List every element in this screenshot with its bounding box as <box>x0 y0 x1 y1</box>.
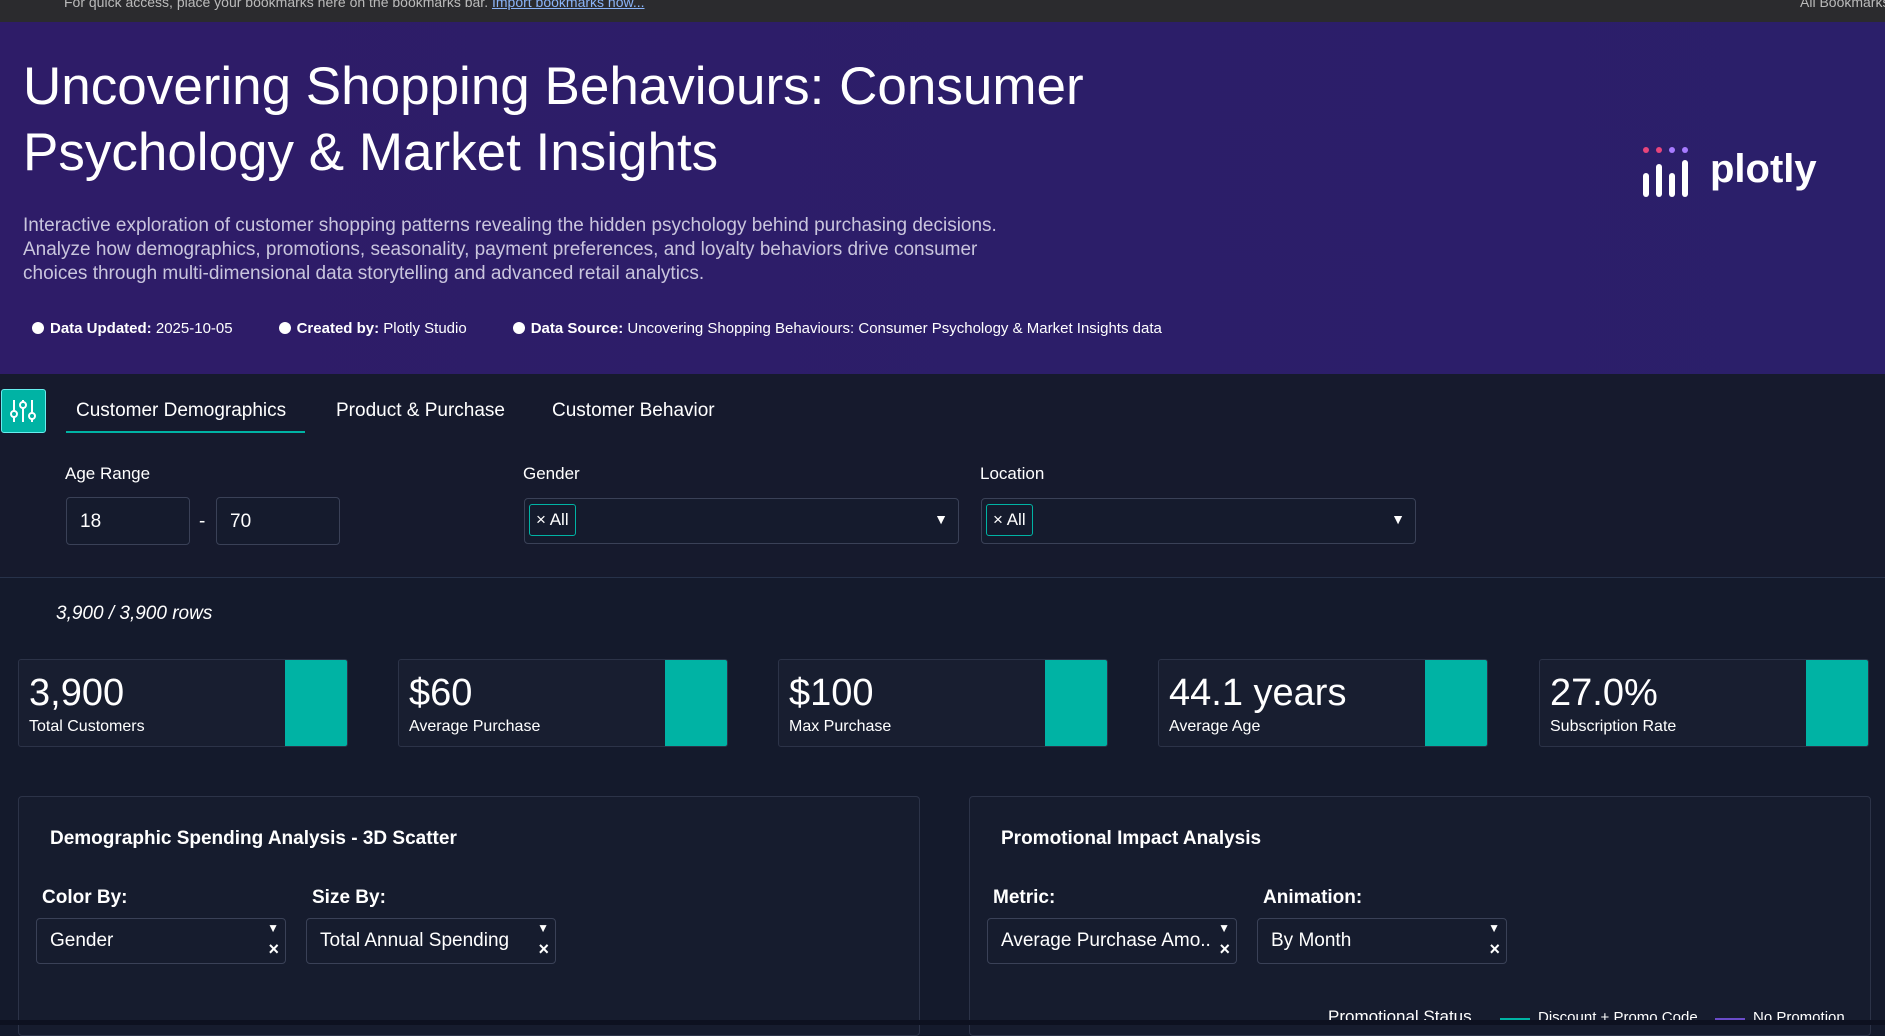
meta-label: Data Updated: <box>50 320 152 337</box>
panel-title: Demographic Spending Analysis - 3D Scatt… <box>50 828 457 849</box>
legend-swatch <box>1500 1018 1530 1021</box>
kpi-value: $100 <box>789 672 874 714</box>
clear[interactable]: × <box>538 939 549 959</box>
meta: Data Updated: 2025-10-05 Created by: Plot… <box>32 320 1162 337</box>
meta-label: Data Source: <box>530 320 624 337</box>
meta-icon <box>512 322 525 334</box>
bookmarks-hint: For quick access, place your bookmarks h… <box>64 0 645 10</box>
header <box>0 22 1885 374</box>
control-label: Metric: <box>993 887 1056 908</box>
filter-label: Gender <box>523 464 580 483</box>
gender-dropdown[interactable]: × All ▼ <box>524 498 959 544</box>
title: Uncovering Shopping Behaviours: Consumer <box>23 57 1084 116</box>
kpi-value: 27.0% <box>1550 672 1658 714</box>
kpi-value: $60 <box>409 672 473 714</box>
control-label: Animation: <box>1263 887 1363 908</box>
caret: ▼ <box>537 921 549 935</box>
plotly-logo: plotly <box>1643 147 1817 197</box>
meta-label: Created by: <box>296 320 380 337</box>
kpi-label: Subscription Rate <box>1550 718 1677 735</box>
title: Psychology & Market Insights <box>23 123 719 182</box>
divider <box>0 577 1885 578</box>
meta-icon <box>278 322 291 334</box>
caret: ▼ <box>1488 921 1500 935</box>
description: Interactive exploration of customer shop… <box>23 214 997 286</box>
meta-icon <box>32 322 44 334</box>
kpi-card: 44.1 years Average Age <box>1158 659 1488 747</box>
kpi-label: Max Purchase <box>789 718 892 735</box>
kpi-card: 3,900 Total Customers <box>18 659 348 747</box>
kpi-label: Average Purchase <box>409 718 541 735</box>
chip-text: All <box>1006 510 1026 529</box>
kpi-accent <box>1425 660 1487 746</box>
dropdown[interactable]: Total Annual Spending ▼ × <box>306 918 556 964</box>
kpi-card: $60 Average Purchase <box>398 659 728 747</box>
all-bookmarks[interactable]: All Bookmarks <box>1800 0 1885 10</box>
clear[interactable]: × <box>1489 939 1500 959</box>
clear[interactable]: × <box>268 939 279 959</box>
panel: Promotional Impact Analysis Metric: Averag… <box>969 796 1871 1036</box>
meta-value: Uncovering Shopping Behaviours: Consumer… <box>627 320 1162 337</box>
import-link[interactable]: Import bookmarks now... <box>491 0 645 10</box>
clear[interactable]: × <box>1219 939 1230 959</box>
description-line: Interactive exploration of customer shop… <box>23 215 997 236</box>
control-label: Color By: <box>42 887 128 908</box>
row-count: 3,900 / 3,900 rows <box>56 603 213 624</box>
panel-title: Promotional Impact Analysis <box>1001 828 1262 849</box>
bookmarks-bar <box>0 0 1885 22</box>
kpi-value: 3,900 <box>29 672 125 714</box>
hint-text: For quick access, place your bookmarks h… <box>64 0 489 10</box>
kpi-accent <box>665 660 727 746</box>
filter-toggle[interactable] <box>1 389 46 433</box>
meta-item: Data Source: Uncovering Shopping Behavio… <box>512 320 1162 337</box>
dropdown[interactable]: Gender ▼ × <box>36 918 286 964</box>
meta-value: 2025-10-05 <box>155 320 233 337</box>
chip[interactable]: × All <box>529 504 576 536</box>
tab[interactable]: Customer Behavior <box>552 400 715 421</box>
description-line: choices through multi-dimensional data s… <box>23 263 705 284</box>
active-tab-underline <box>66 431 305 433</box>
dropdown-value: Gender <box>50 930 114 951</box>
meta-value: Plotly Studio <box>383 320 467 337</box>
logo-text: plotly <box>1710 147 1817 191</box>
dropdown-value: By Month <box>1271 930 1352 951</box>
legend-swatch <box>1715 1018 1745 1021</box>
kpi-accent <box>285 660 347 746</box>
control-label: Size By: <box>312 887 386 908</box>
caret: ▼ <box>1391 511 1405 527</box>
kpi-accent <box>1806 660 1868 746</box>
dropdown[interactable]: By Month ▼ × <box>1257 918 1507 964</box>
panel: Demographic Spending Analysis - 3D Scatt… <box>18 796 920 1036</box>
meta-item: Created by: Plotly Studio <box>278 320 467 337</box>
meta-item: Data Updated: 2025-10-05 <box>32 320 233 337</box>
caret: ▼ <box>934 511 948 527</box>
dropdown[interactable]: Average Purchase Amo... ▼ × <box>987 918 1237 964</box>
tab[interactable]: Customer Demographics <box>76 400 287 421</box>
filter-label: Location <box>980 464 1045 483</box>
tab[interactable]: Product & Purchase <box>336 400 505 421</box>
kpi-accent <box>1045 660 1107 746</box>
filter-label: Age Range <box>65 464 151 483</box>
sliders-icon <box>10 400 36 422</box>
age-max-input[interactable]: 70 <box>216 497 340 545</box>
description-line: Analyze how demographics, promotions, se… <box>23 239 978 260</box>
kpi-label: Total Customers <box>29 718 145 735</box>
kpi-label: Average Age <box>1169 718 1261 735</box>
age-min-input[interactable]: 18 <box>66 497 190 545</box>
caret: ▼ <box>267 921 279 935</box>
kpi-card: $100 Max Purchase <box>778 659 1108 747</box>
kpi-value: 44.1 years <box>1169 672 1347 714</box>
dropdown-value: Average Purchase Amo... <box>1001 930 1211 951</box>
location-dropdown[interactable]: × All ▼ <box>981 498 1416 544</box>
bottom-edge <box>0 1020 1885 1025</box>
chip-text: All <box>549 510 569 529</box>
chip[interactable]: × All <box>986 504 1033 536</box>
dropdown-value: Total Annual Spending <box>320 930 510 951</box>
kpi-card: 27.0% Subscription Rate <box>1539 659 1869 747</box>
age-separator: - <box>199 511 206 532</box>
caret: ▼ <box>1218 921 1230 935</box>
